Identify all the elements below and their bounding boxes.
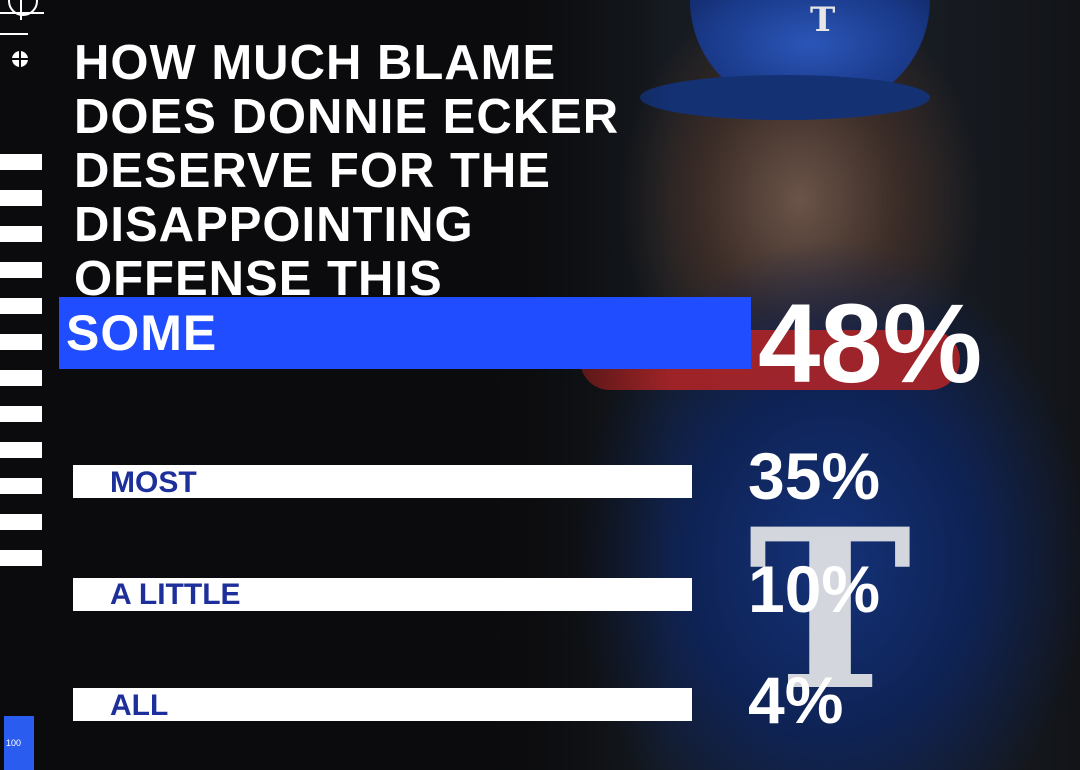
cap-brim-shape xyxy=(640,75,930,120)
option-percent: 10% xyxy=(748,552,881,626)
corner-badge-label: 100 xyxy=(6,738,22,748)
option-bar-most xyxy=(73,465,692,498)
option-label: A LITTLE xyxy=(110,578,241,611)
option-label: ALL xyxy=(110,689,169,722)
divider-line xyxy=(0,33,28,35)
option-bar-some xyxy=(59,297,751,369)
cap-logo: T xyxy=(810,0,836,40)
jersey-logo: T xyxy=(748,480,912,739)
option-percent: 48% xyxy=(758,281,983,406)
corner-badge xyxy=(4,716,34,770)
option-bar-a-little xyxy=(73,578,692,611)
photo-shade xyxy=(470,0,670,770)
scale-ticks xyxy=(0,154,42,586)
option-label: MOST xyxy=(110,466,197,499)
option-percent: 35% xyxy=(748,439,881,513)
option-bar-all xyxy=(73,688,692,721)
option-percent: 4% xyxy=(748,663,844,737)
option-label: SOME xyxy=(66,305,218,361)
